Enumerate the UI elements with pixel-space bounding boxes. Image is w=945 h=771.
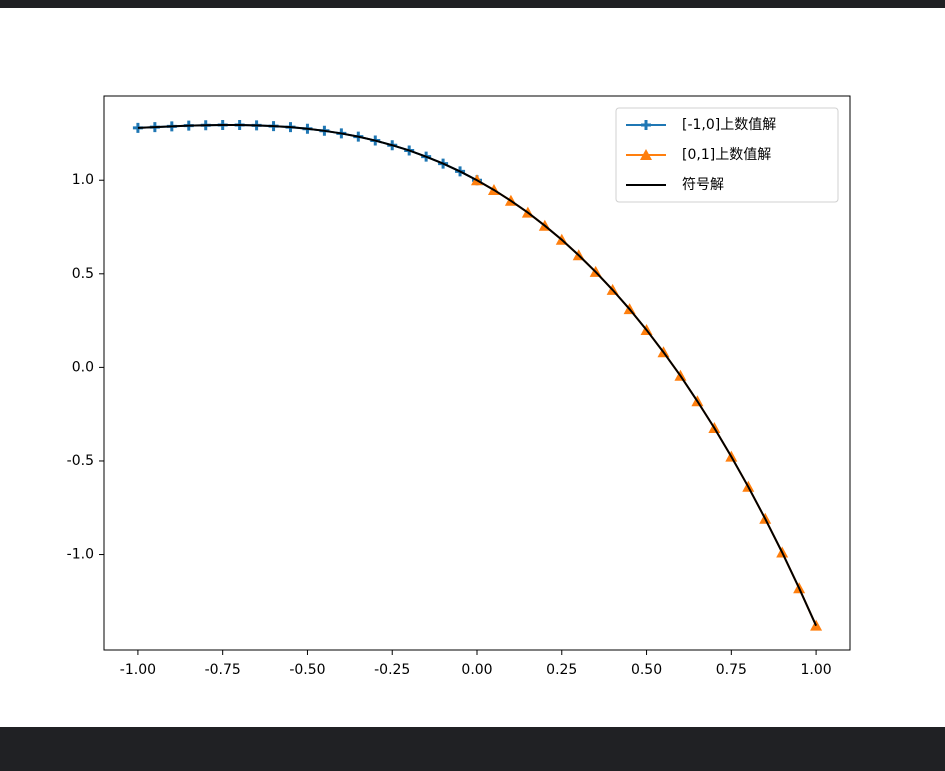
x-tick-label: 1.00 (801, 662, 832, 678)
legend-box (615, 107, 839, 203)
x-tick-label: 0.25 (546, 662, 577, 678)
x-tick-label: 0.50 (631, 662, 662, 678)
y-tick-label: 1.0 (72, 172, 94, 188)
legend-label: [0,1]上数值解 (682, 147, 771, 163)
axes-frame (103, 95, 851, 651)
series-line (137, 124, 818, 627)
x-tick-label: -1.00 (120, 662, 156, 678)
legend-label: [-1,0]上数值解 (682, 117, 776, 133)
legend-label: 符号解 (682, 177, 724, 193)
y-tick-label: -1.0 (67, 547, 94, 563)
x-tick-label: -0.75 (205, 662, 241, 678)
legend-marker (640, 149, 652, 160)
y-tick-label: -0.5 (67, 453, 94, 469)
x-tick-label: -0.50 (289, 662, 325, 678)
y-tick-label: 0.5 (72, 266, 94, 282)
legend-marker (641, 120, 651, 130)
x-tick-label: -0.25 (374, 662, 410, 678)
x-tick-label: 0.75 (716, 662, 747, 678)
y-tick-label: 0.0 (72, 359, 94, 375)
x-tick-label: 0.00 (461, 662, 492, 678)
